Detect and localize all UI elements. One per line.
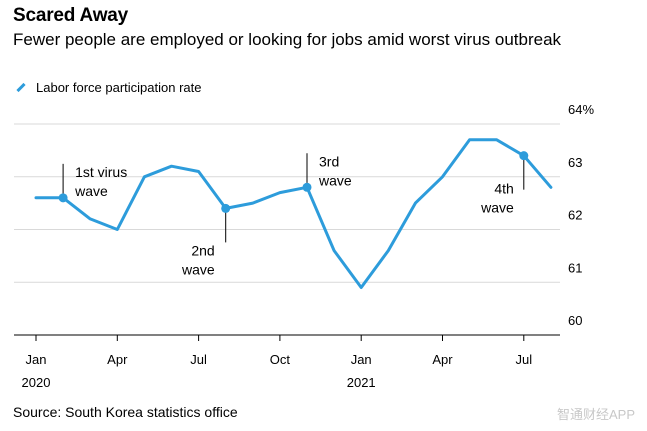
x-tick-label: Oct: [270, 352, 291, 367]
x-tick-label: Jul: [190, 352, 207, 367]
annotation-point: [302, 182, 312, 192]
y-tick-label: 64%: [568, 102, 594, 117]
y-tick-label: 63: [568, 155, 582, 170]
annotation-point: [58, 193, 68, 203]
y-tick-label: 61: [568, 260, 582, 275]
annotation-label: 2nd: [191, 242, 214, 258]
x-tick-label: Jul: [515, 352, 532, 367]
annotation-label: 3rd: [319, 153, 339, 169]
x-tick-year-label: 2020: [22, 375, 51, 390]
annotation-point: [221, 203, 231, 213]
legend: Labor force participation rate: [14, 80, 201, 95]
annotation-point: [519, 151, 529, 161]
annotation-label: wave: [181, 261, 215, 277]
legend-label: Labor force participation rate: [36, 80, 202, 95]
annotation-label: wave: [74, 183, 108, 199]
watermark: 智通财经APP: [556, 407, 635, 422]
series-line: [34, 138, 553, 289]
annotation-label: 4th: [494, 181, 513, 197]
annotation-label: wave: [480, 200, 514, 216]
x-tick-label: Jan: [26, 352, 47, 367]
x-tick-year-label: 2021: [347, 375, 376, 390]
annotation-label: 1st virus: [75, 164, 127, 180]
source-note: Source: South Korea statistics office: [13, 404, 238, 420]
chart-subtitle: Fewer people are employed or looking for…: [13, 30, 562, 49]
x-tick-label: Apr: [107, 352, 128, 367]
y-tick-label: 60: [568, 313, 582, 328]
chart-title: Scared Away: [13, 5, 129, 26]
y-tick-label: 62: [568, 208, 582, 223]
x-tick-label: Jan: [351, 352, 372, 367]
x-tick-label: Apr: [432, 352, 453, 367]
line-chart: 60 61 62 63 64% Jan 2020 Apr Jul Oct Jan 2021 Apr Jul…: [14, 102, 594, 390]
annotation-label: wave: [318, 172, 352, 188]
